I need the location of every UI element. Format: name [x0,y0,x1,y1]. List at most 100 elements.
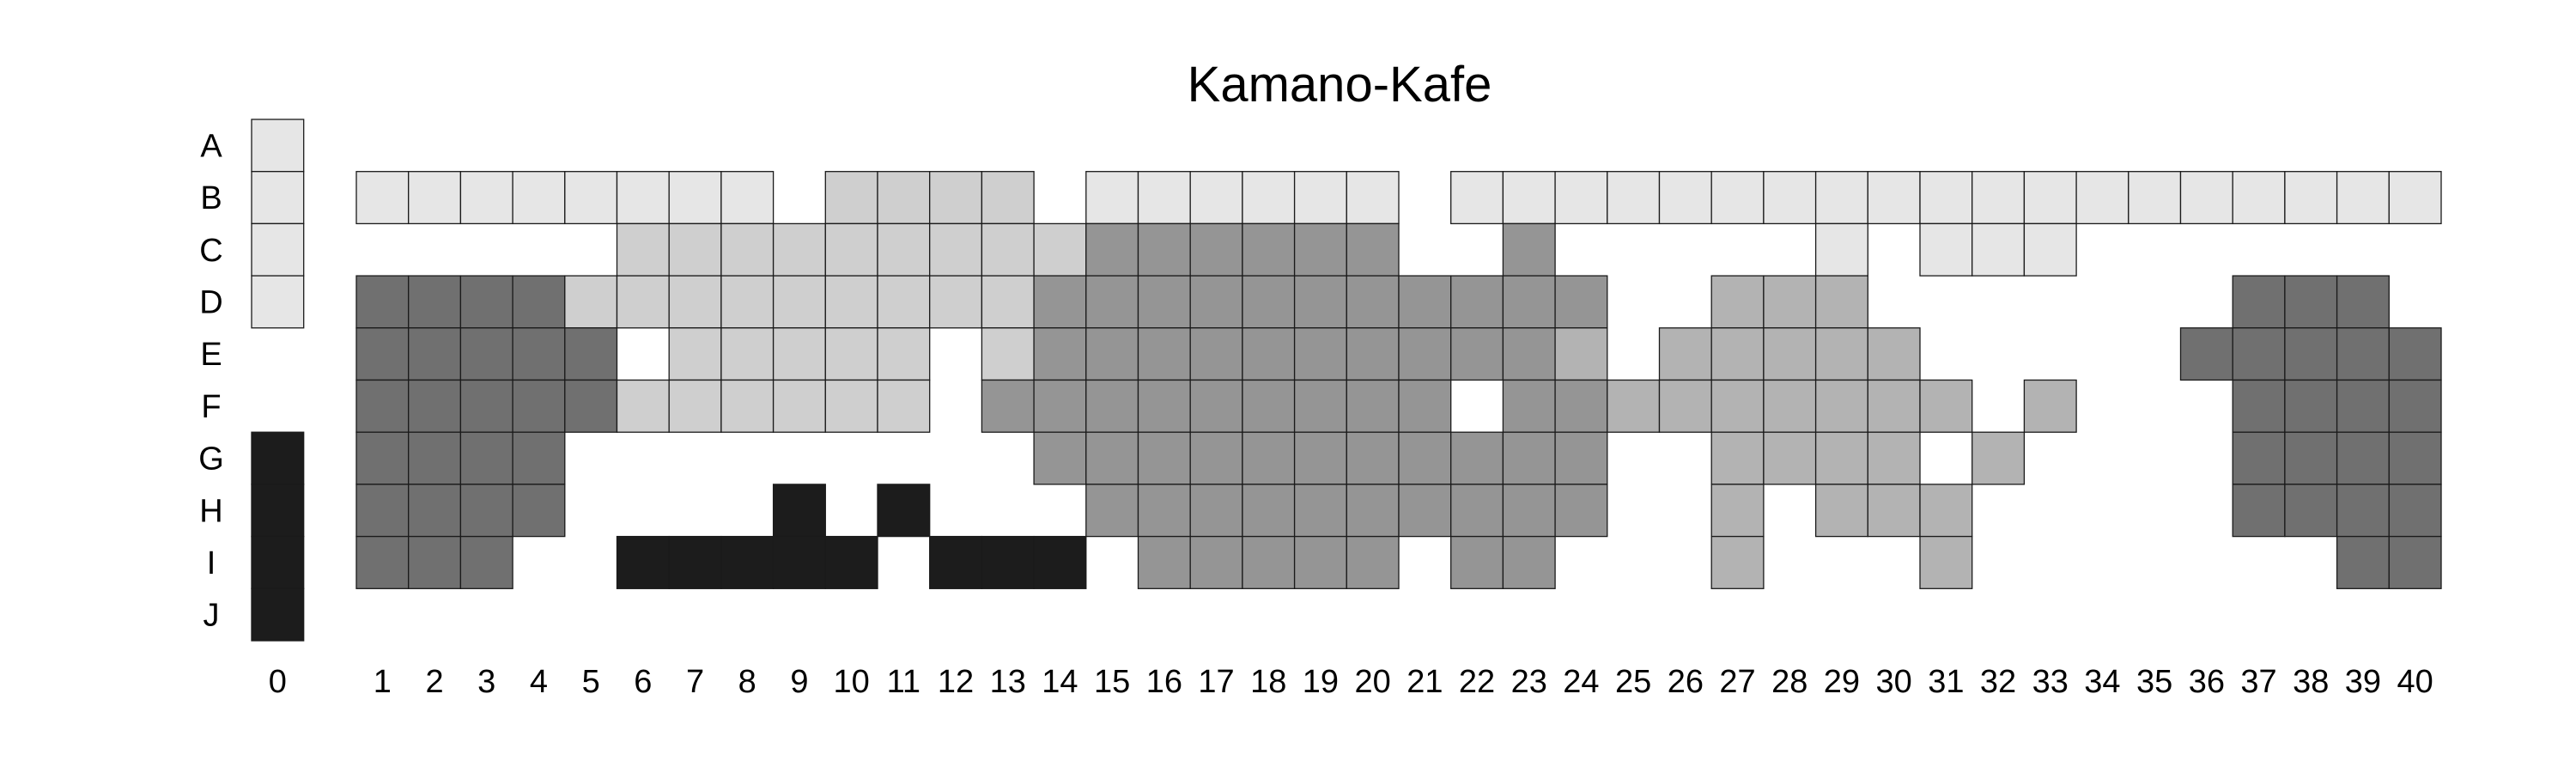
cell-E-7 [668,327,722,381]
cell-F-26 [1658,379,1712,433]
cell-G-22 [1450,431,1504,485]
cell-E-11 [877,327,931,381]
cell-F-14 [1033,379,1087,433]
cell-B-27 [1710,171,1765,225]
cell-C-16 [1137,222,1191,277]
cell-D-11 [877,275,931,329]
cell-G-21 [1398,431,1452,485]
cell-D-38 [2284,275,2338,329]
cell-B-12 [929,171,983,225]
cell-E-38 [2284,327,2338,381]
cell-I-31 [1919,535,1973,589]
cell-D-2 [408,275,462,329]
cell-H-21 [1398,484,1452,538]
column-label-34: 34 [2084,664,2120,700]
cell-F-18 [1242,379,1296,433]
cell-D-8 [720,275,775,329]
cell-D-9 [772,275,826,329]
cell-B-0 [251,171,305,225]
cell-E-4 [512,327,566,381]
cell-E-26 [1658,327,1712,381]
cell-C-18 [1242,222,1296,277]
cell-E-40 [2388,327,2442,381]
column-label-26: 26 [1668,664,1704,700]
column-label-6: 6 [634,664,652,700]
column-label-35: 35 [2136,664,2172,700]
column-label-32: 32 [1980,664,2016,700]
cell-H-38 [2284,484,2338,538]
cell-E-18 [1242,327,1296,381]
cell-F-33 [2023,379,2077,433]
cell-D-10 [824,275,878,329]
cell-F-23 [1502,379,1556,433]
column-label-38: 38 [2293,664,2329,700]
column-label-11: 11 [887,664,920,700]
cell-E-14 [1033,327,1087,381]
cell-E-2 [408,327,462,381]
cell-G-38 [2284,431,2338,485]
cell-B-35 [2128,171,2182,225]
cell-G-2 [408,431,462,485]
cell-F-7 [668,379,722,433]
cell-I-23 [1502,535,1556,589]
cell-G-19 [1293,431,1347,485]
cell-G-0 [251,431,305,485]
cell-F-28 [1763,379,1817,433]
cell-B-39 [2336,171,2390,225]
cell-D-20 [1346,275,1400,329]
cell-H-1 [355,484,410,538]
cell-B-20 [1346,171,1400,225]
cell-D-23 [1502,275,1556,329]
cell-D-16 [1137,275,1191,329]
cell-C-13 [981,222,1035,277]
cell-I-8 [720,535,775,589]
cell-F-17 [1189,379,1243,433]
cell-F-15 [1085,379,1139,433]
cell-H-30 [1867,484,1921,538]
cell-H-0 [251,484,305,538]
column-label-18: 18 [1250,664,1286,700]
cell-B-19 [1293,171,1347,225]
cell-F-5 [564,379,618,433]
cell-I-17 [1189,535,1243,589]
cell-B-30 [1867,171,1921,225]
cell-H-18 [1242,484,1296,538]
cell-C-6 [616,222,670,277]
cell-F-11 [877,379,931,433]
cell-B-29 [1814,171,1868,225]
row-label-G: G [198,441,224,478]
cell-H-23 [1502,484,1556,538]
column-label-27: 27 [1719,664,1755,700]
cell-D-7 [668,275,722,329]
cell-G-1 [355,431,410,485]
column-label-36: 36 [2189,664,2225,700]
cell-B-18 [1242,171,1296,225]
cell-E-21 [1398,327,1452,381]
column-label-17: 17 [1198,664,1234,700]
cell-J-0 [251,587,305,642]
cell-G-15 [1085,431,1139,485]
cell-I-39 [2336,535,2390,589]
cell-D-5 [564,275,618,329]
column-label-5: 5 [582,664,600,700]
cell-H-39 [2336,484,2390,538]
cell-B-37 [2232,171,2286,225]
cell-B-28 [1763,171,1817,225]
cell-D-24 [1554,275,1608,329]
column-label-3: 3 [477,664,495,700]
cell-G-40 [2388,431,2442,485]
cell-B-24 [1554,171,1608,225]
cell-G-3 [459,431,513,485]
cell-E-19 [1293,327,1347,381]
cell-D-19 [1293,275,1347,329]
column-label-15: 15 [1094,664,1130,700]
cell-G-39 [2336,431,2390,485]
cell-H-9 [772,484,826,538]
cell-B-5 [564,171,618,225]
cell-F-4 [512,379,566,433]
cell-I-18 [1242,535,1296,589]
cell-F-13 [981,379,1035,433]
cell-H-37 [2232,484,2286,538]
cell-D-3 [459,275,513,329]
